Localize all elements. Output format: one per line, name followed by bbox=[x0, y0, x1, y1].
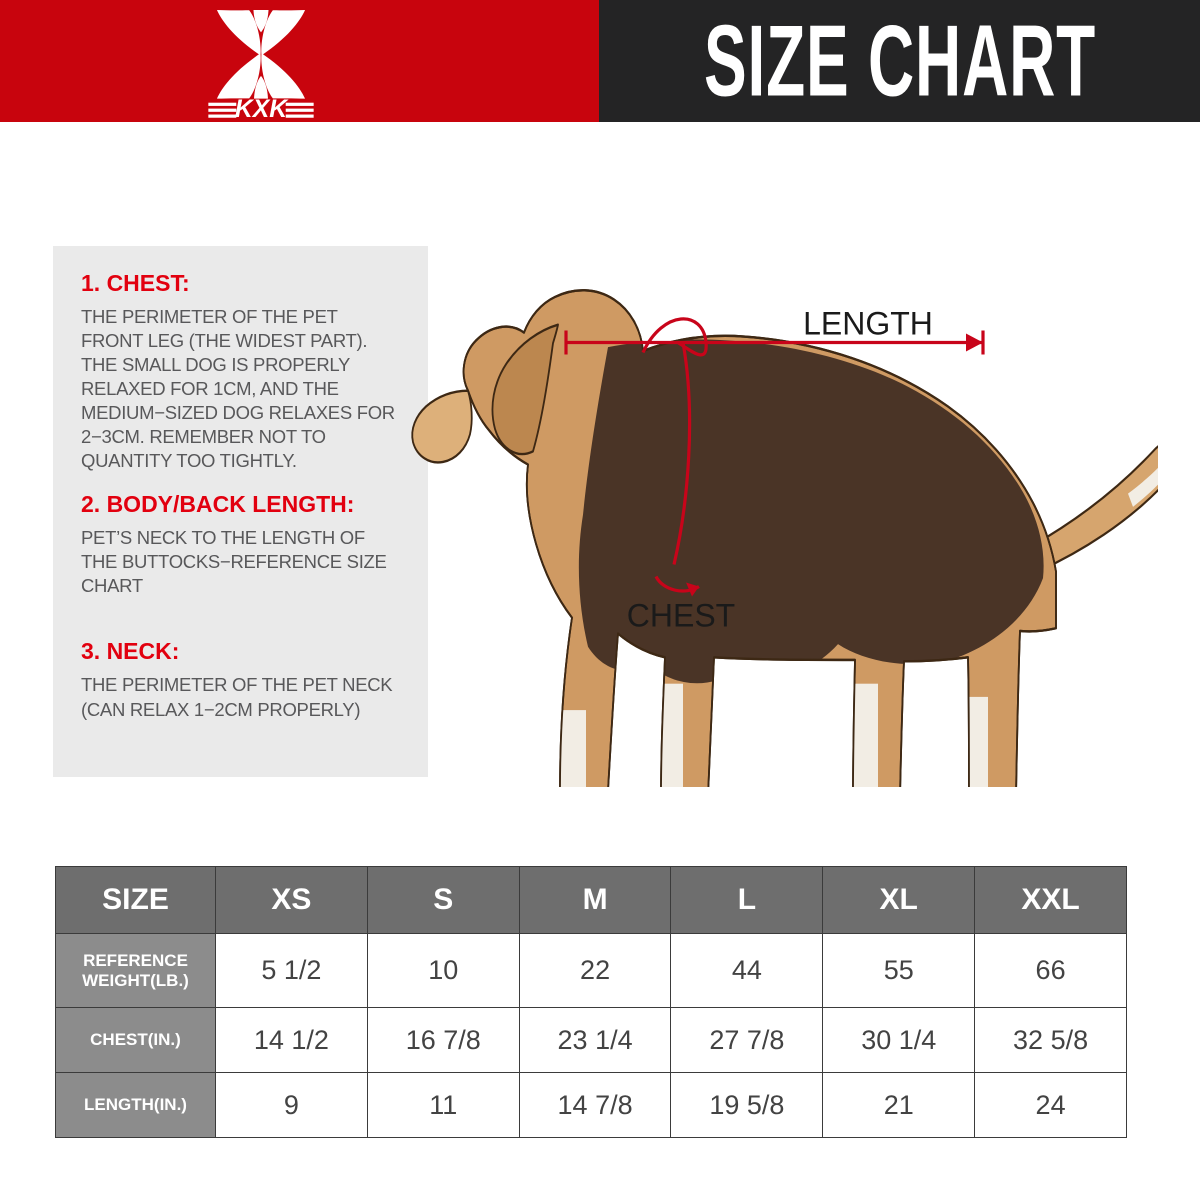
svg-text:LENGTH: LENGTH bbox=[803, 306, 933, 342]
svg-text:KXK: KXK bbox=[235, 96, 289, 121]
svg-text:CHEST: CHEST bbox=[627, 598, 735, 634]
